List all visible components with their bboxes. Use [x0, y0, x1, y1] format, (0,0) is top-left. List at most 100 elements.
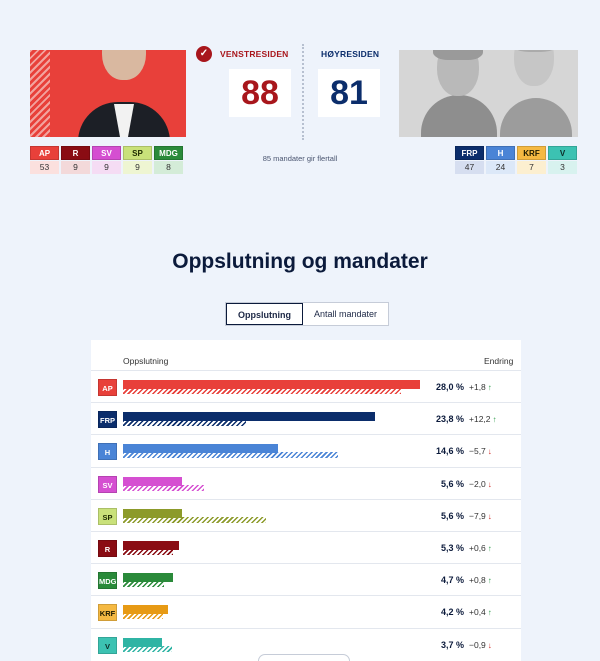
table-row: FRP 23,8 % +12,2 ↑ — [91, 402, 521, 434]
change-text: −0,9 — [469, 639, 486, 650]
check-icon: ✓ — [196, 46, 212, 62]
stripe-pattern — [30, 50, 50, 137]
party-badge: V — [98, 636, 117, 654]
arrow-up-icon: ↑ — [487, 544, 492, 553]
table-row: SV 5,6 % −2,0 ↓ — [91, 466, 521, 499]
results-table: Oppslutning Endring AP 28,0 % +1,8 ↑ FRP 23,8… — [91, 340, 521, 661]
change-text: −2,0 — [469, 478, 486, 489]
party-code: SP — [123, 146, 152, 160]
party-code: R — [61, 146, 90, 160]
previous-result-bar — [123, 581, 165, 588]
party-code: SV — [92, 146, 121, 160]
person-silhouette — [419, 50, 499, 137]
tab-antall-mandater[interactable]: Antall mandater — [314, 309, 378, 319]
previous-result-bar — [123, 549, 173, 555]
change-text: −7,9 — [469, 510, 486, 521]
party-code: KRF — [517, 146, 546, 160]
result-bar — [123, 380, 420, 389]
table-row: SP 5,6 % −7,9 ↓ — [91, 498, 521, 531]
left-candidate-photo — [30, 50, 186, 137]
change-value: +0,6 ↑ — [469, 532, 519, 564]
change-text: −5,7 — [469, 446, 486, 457]
party-badge: FRP — [98, 411, 117, 429]
percent-label: 4,2 % — [440, 607, 464, 618]
result-bar — [123, 444, 278, 454]
column-header-label: Oppslutning — [123, 356, 169, 366]
party-chip-sv: SV 9 — [92, 146, 121, 174]
right-candidates-photo — [399, 50, 578, 137]
party-chip-mdg: MDG 8 — [154, 146, 183, 174]
arrow-up-icon: ↑ — [487, 576, 492, 586]
left-side-label: VENSTRESIDEN — [220, 49, 289, 59]
party-code: MDG — [154, 146, 183, 160]
party-chip-frp: FRP 47 — [455, 146, 484, 174]
percent-label: 14,6 % — [435, 446, 464, 457]
change-value: +1,8 ↑ — [469, 371, 519, 403]
divider — [302, 44, 304, 140]
result-bar — [123, 476, 183, 486]
section-title: Oppslutning og mandater — [172, 250, 428, 273]
majority-note: 85 mandater gir flertall — [262, 154, 338, 163]
person-hair — [508, 50, 562, 52]
percent-label: 23,8 % — [435, 414, 464, 425]
person-head — [514, 50, 554, 86]
arrow-down-icon: ↓ — [487, 479, 492, 489]
result-bar — [123, 637, 163, 647]
party-badge: MDG — [98, 572, 117, 590]
party-code: AP — [30, 146, 59, 160]
party-code: H — [486, 146, 515, 160]
shirt-collar — [114, 104, 134, 137]
percent-label: 5,6 % — [440, 510, 464, 521]
previous-result-bar — [123, 613, 164, 620]
right-side-seats: 81 — [318, 69, 380, 117]
change-text: +0,6 — [469, 543, 486, 553]
change-value: −5,7 ↓ — [469, 435, 519, 467]
result-bar — [123, 412, 376, 422]
scroll-handle[interactable] — [258, 654, 350, 661]
left-side-seats: 88 — [229, 69, 291, 117]
arrow-down-icon: ↓ — [487, 447, 492, 457]
percent-label: 4,7 % — [440, 575, 464, 586]
party-badge: SV — [98, 475, 117, 493]
percent-label: 5,3 % — [440, 543, 464, 553]
arrow-up-icon: ↑ — [487, 383, 492, 392]
party-seats: 24 — [486, 161, 515, 174]
result-bar — [123, 508, 183, 518]
change-value: +0,4 ↑ — [469, 596, 519, 628]
previous-result-bar — [123, 452, 339, 459]
party-seats: 8 — [154, 161, 183, 174]
result-bar — [123, 573, 173, 583]
tab-oppslutning[interactable]: Oppslutning — [226, 303, 303, 325]
arrow-up-icon: ↑ — [487, 608, 492, 618]
previous-result-bar — [123, 420, 247, 427]
party-seats: 9 — [92, 161, 121, 174]
percent-label: 28,0 % — [435, 382, 464, 392]
party-code: FRP — [455, 146, 484, 160]
party-code: V — [548, 146, 577, 160]
person-hair — [433, 50, 483, 60]
party-seats: 9 — [61, 161, 90, 174]
party-chip-krf: KRF 7 — [517, 146, 546, 174]
table-row: MDG 4,7 % +0,8 ↑ — [91, 563, 521, 595]
change-value: +12,2 ↑ — [469, 403, 519, 435]
table-row: H 14,6 % −5,7 ↓ — [91, 434, 521, 466]
party-seats: 9 — [123, 161, 152, 174]
right-side-label: HØYRESIDEN — [321, 49, 380, 59]
percent-label: 5,6 % — [440, 478, 464, 489]
table-row: AP 28,0 % +1,8 ↑ — [91, 370, 521, 402]
previous-result-bar — [123, 388, 401, 394]
change-text: +0,8 — [469, 575, 486, 586]
party-badge: AP — [98, 379, 117, 396]
party-badge: SP — [98, 507, 117, 525]
previous-result-bar — [123, 484, 204, 491]
column-header-change: Endring — [484, 356, 514, 366]
change-value: −0,9 ↓ — [469, 629, 519, 661]
view-toggle: Oppslutning Antall mandater — [225, 302, 390, 326]
previous-result-bar — [123, 645, 172, 652]
arrow-down-icon: ↓ — [487, 511, 492, 521]
change-text: +12,2 — [469, 414, 491, 425]
table-row: V 3,7 % −0,9 ↓ — [91, 627, 521, 661]
person-silhouette — [70, 50, 180, 137]
person-body — [500, 98, 572, 137]
